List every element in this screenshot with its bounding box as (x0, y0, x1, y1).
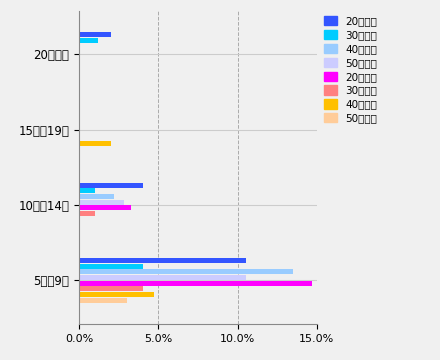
Bar (79, 298, 127, 303)
Bar (79, 188, 95, 193)
Bar (79, 38, 98, 43)
Bar (79, 281, 312, 285)
Bar (79, 258, 246, 263)
Bar (79, 264, 143, 269)
Bar (79, 206, 132, 210)
Bar (79, 200, 124, 205)
Bar (79, 275, 246, 280)
Bar (79, 292, 154, 297)
Legend: 20代男性, 30代男性, 40代男性, 50代男性, 20代女性, 30代女性, 40代女性, 50代女性: 20代男性, 30代男性, 40代男性, 50代男性, 20代女性, 30代女性… (324, 16, 377, 123)
Bar (79, 183, 143, 188)
Bar (79, 269, 293, 274)
Bar (79, 211, 95, 216)
Bar (79, 286, 143, 291)
Bar (79, 194, 114, 199)
Bar (79, 32, 111, 37)
Bar (79, 141, 111, 147)
